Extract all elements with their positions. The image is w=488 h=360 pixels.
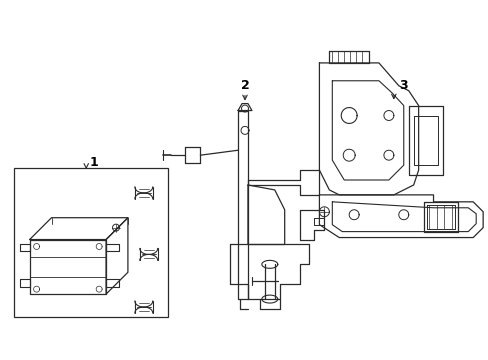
Text: 1: 1 [90,156,99,168]
Bar [14,168,167,317]
Text: 3: 3 [399,79,407,92]
Text: 2: 2 [240,79,249,92]
